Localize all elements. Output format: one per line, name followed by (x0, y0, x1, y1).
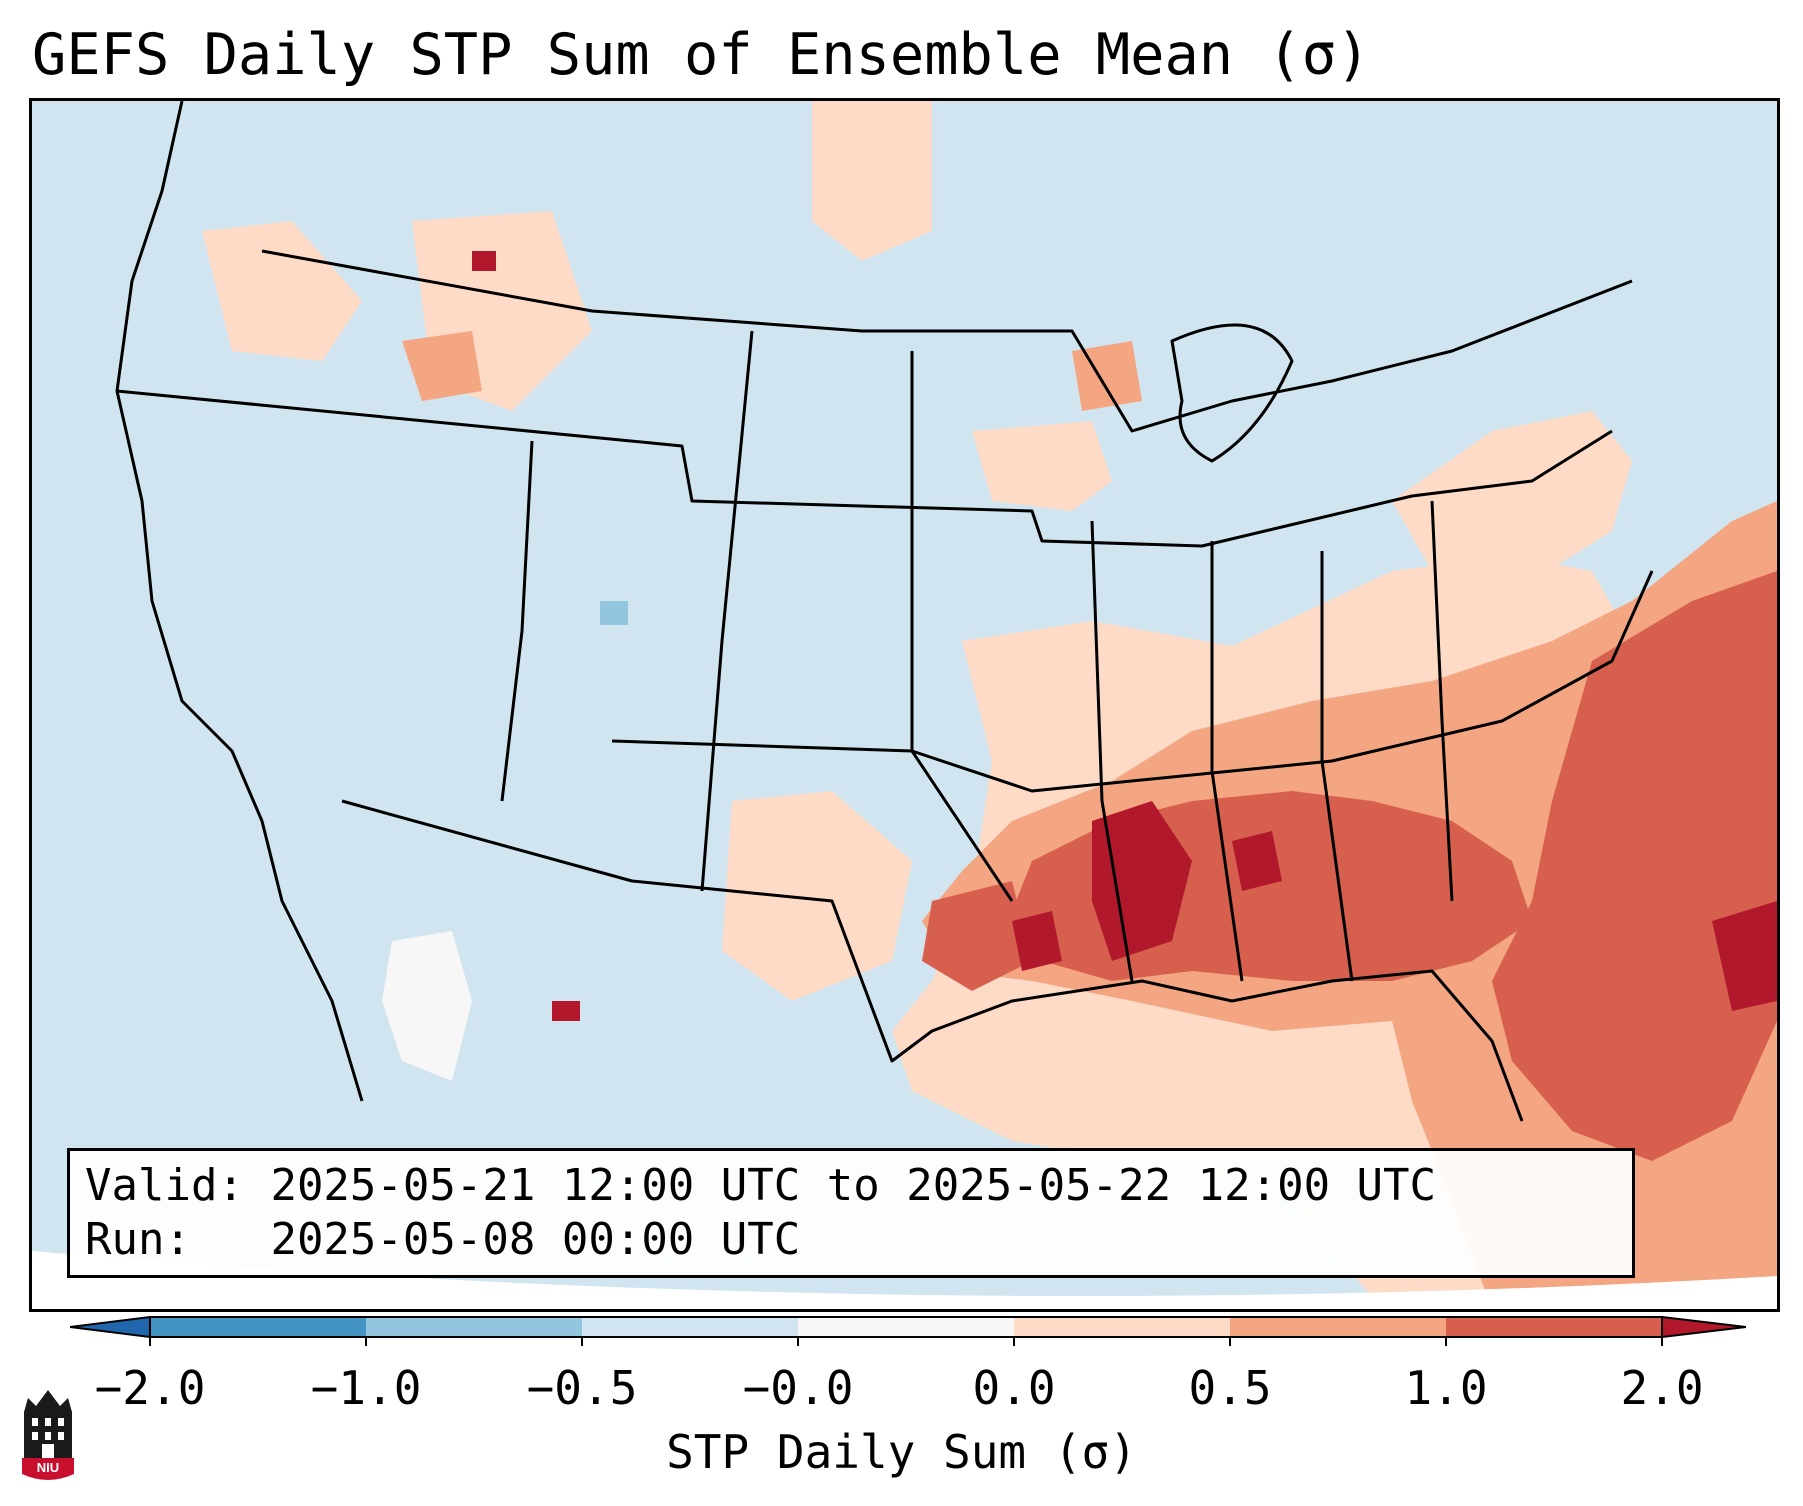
anomaly-patch-idaho-medium (402, 331, 482, 401)
colorbar-bin-4 (798, 1317, 1014, 1337)
gulf-coastline (341, 799, 1524, 1122)
colorbar (70, 1316, 1746, 1346)
pacific-coastline (115, 101, 364, 1102)
niu-logo-shield (22, 1458, 74, 1480)
anomaly-patch-mississippi (1092, 801, 1192, 961)
map-panel (29, 98, 1780, 1312)
colorbar-tick-label: 0.5 (1188, 1361, 1272, 1415)
colorbar-extend-low (70, 1316, 151, 1339)
anomaly-patch-texas (722, 791, 912, 1001)
state-and-coast-boundaries (115, 101, 1654, 1122)
colorbar-tick-label: −0.0 (742, 1361, 854, 1415)
colorbar-bin-7 (1446, 1317, 1662, 1337)
anomaly-field (202, 101, 1777, 1296)
colorbar-tick-label: 0.0 (972, 1361, 1056, 1415)
colorbar-bin-1 (150, 1317, 366, 1337)
anomaly-patch-louisiana (1012, 911, 1062, 971)
niu-logo-text: NIU (37, 1460, 59, 1475)
niu-logo: NIU (22, 1390, 74, 1480)
anomaly-patch-northwest (202, 221, 362, 361)
run-label: Run: (85, 1214, 191, 1265)
appalachian-state-line (1320, 551, 1354, 982)
anomaly-patch-mexico-max (552, 1001, 580, 1021)
great-lakes-outline (1170, 323, 1294, 463)
canada-border (261, 249, 1633, 433)
valid-time-box: Valid: 2025-05-21 12:00 UTC to 2025-05-2… (67, 1148, 1635, 1278)
colorbar-extend-high (1661, 1316, 1746, 1339)
colorbar-bin-3 (582, 1317, 798, 1337)
anomaly-patch-northeast (1392, 411, 1632, 581)
mississippi-state-line (1090, 520, 1134, 982)
valid-time: 2025-05-21 12:00 UTC to 2025-05-22 12:00… (270, 1160, 1437, 1211)
colorbar-bin-5 (1014, 1317, 1230, 1337)
colorbar-outline (149, 1316, 1663, 1338)
ohio-state-line (1210, 541, 1244, 982)
colorbar-tick-label: 1.0 (1404, 1361, 1488, 1415)
anomaly-patch-offshore (1712, 901, 1777, 1011)
colorbar-tick-label: 2.0 (1620, 1361, 1704, 1415)
colorbar-bin-6 (1230, 1317, 1446, 1337)
valid-label: Valid: (85, 1160, 244, 1211)
anomaly-patch-colorado-negative (600, 601, 628, 625)
colorbar-tick-label: −1.0 (310, 1361, 422, 1415)
anomaly-patch-montana-max (472, 251, 496, 271)
stp-anomaly-map (32, 101, 1777, 1309)
anomaly-patch-mexico-neutral (382, 931, 472, 1081)
atlantic-state-line (1430, 500, 1454, 902)
west-state-line (500, 440, 534, 802)
anomaly-patch-wisconsin (972, 421, 1112, 511)
anomaly-patch-north-dakota (812, 101, 932, 261)
run-time: 2025-05-08 00:00 UTC (270, 1214, 801, 1265)
anomaly-patch-wisconsin-medium (1072, 341, 1142, 411)
colorbar-bin-2 (366, 1317, 582, 1337)
colorbar-tick-label: −2.0 (94, 1361, 206, 1415)
northern-boundary-line (116, 389, 1613, 548)
colorbar-ticks (149, 1337, 1663, 1346)
anomaly-patch-alabama (1232, 831, 1282, 891)
anomaly-patch-arkansas (922, 881, 1032, 991)
colorbar-label: STP Daily Sum (σ) (666, 1425, 1137, 1479)
rockies-state-line (700, 330, 754, 892)
plains-state-line (910, 351, 1014, 902)
chart-title: GEFS Daily STP Sum of Ensemble Mean (σ) (32, 22, 1371, 88)
anomaly-patch-atlantic (1492, 571, 1777, 1161)
colorbar-tick-label: −0.5 (526, 1361, 638, 1415)
